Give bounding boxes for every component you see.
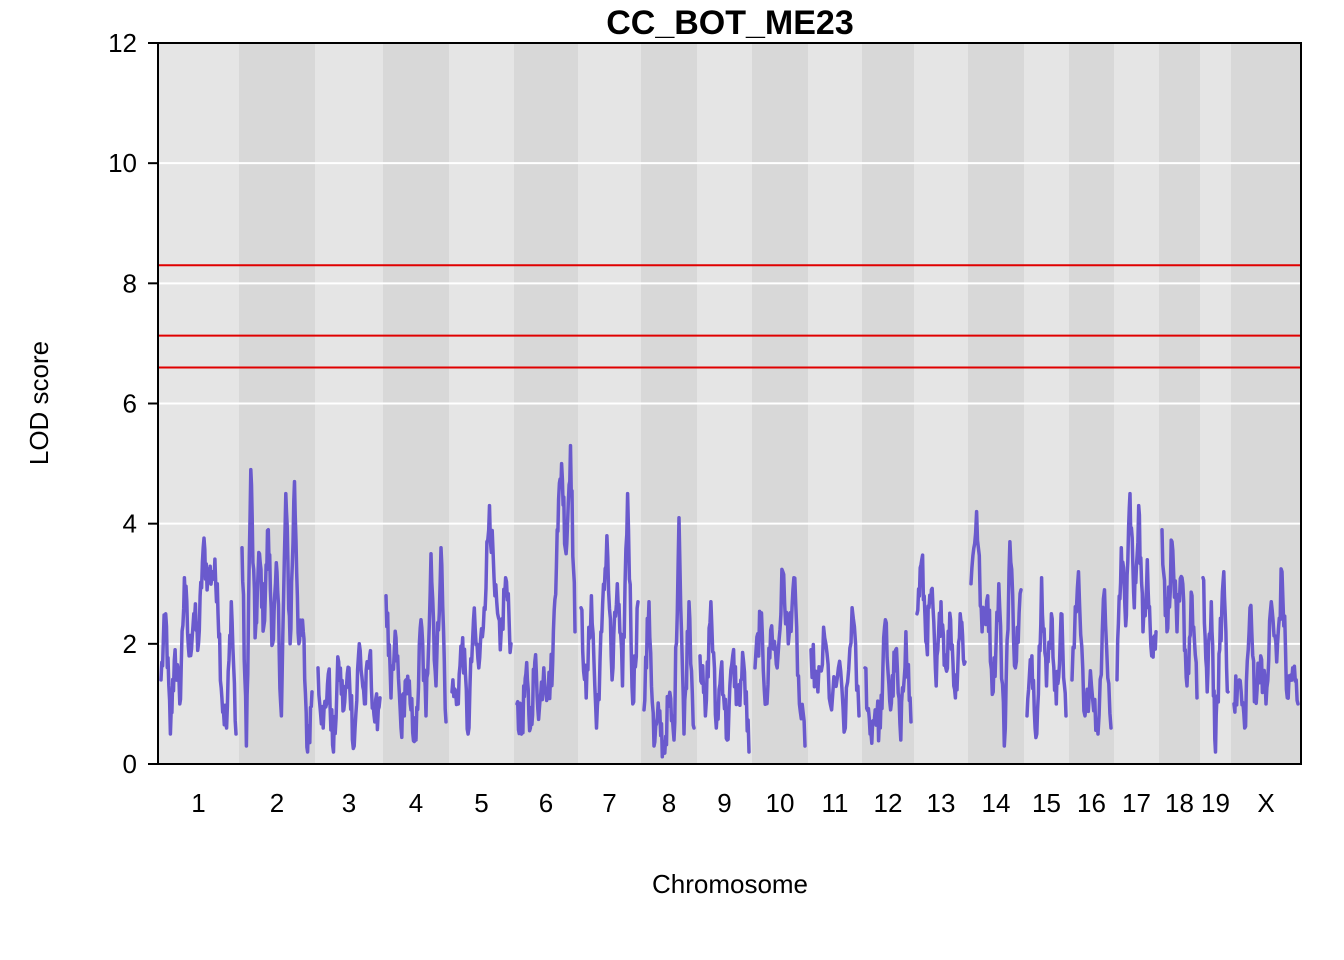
lod-line-chr-14 xyxy=(969,509,1023,748)
x-tick-label: 6 xyxy=(539,788,553,818)
x-tick-label: 1 xyxy=(191,788,205,818)
x-tick-label: 2 xyxy=(270,788,284,818)
y-tick-label: 4 xyxy=(123,509,137,539)
x-tick-label: 11 xyxy=(822,788,849,818)
y-tick-label: 8 xyxy=(123,268,137,298)
lod-line-chr-2 xyxy=(240,467,314,754)
x-tick-label: 19 xyxy=(1201,788,1230,818)
lod-line-chr-16 xyxy=(1070,569,1113,736)
lod-line-chr-6 xyxy=(515,443,577,736)
lod-line-chr-13 xyxy=(915,553,967,700)
x-tick-label: 5 xyxy=(474,788,488,818)
threshold-lines xyxy=(158,264,1301,369)
y-tick-label: 6 xyxy=(123,389,137,419)
x-tick-label: 10 xyxy=(766,788,795,818)
grid-lines xyxy=(158,162,1301,645)
y-tick-label: 10 xyxy=(108,148,137,178)
chart-title: CC_BOT_ME23 xyxy=(606,4,854,42)
x-tick-label: 15 xyxy=(1032,788,1061,818)
x-tick-label: 17 xyxy=(1122,788,1151,818)
x-tick-label: 18 xyxy=(1165,788,1194,818)
lod-line-chr-17 xyxy=(1115,491,1158,682)
x-tick-label: 8 xyxy=(662,788,676,818)
lod-line-chr-3 xyxy=(316,642,382,754)
x-tick-label: 4 xyxy=(409,788,423,818)
lod-line-chr-5 xyxy=(450,503,513,736)
lod-line-chr-15 xyxy=(1025,575,1068,740)
lod-series xyxy=(159,443,1300,759)
x-tick-label: 7 xyxy=(602,788,616,818)
lod-line-chr-10 xyxy=(753,567,807,748)
x-tick-label: X xyxy=(1257,788,1274,818)
lod-line-chr-19 xyxy=(1201,569,1230,754)
lod-line-chr-12 xyxy=(863,618,913,745)
y-tick-label: 0 xyxy=(123,749,137,779)
x-tick-label: 3 xyxy=(342,788,356,818)
y-axis: 0 2 4 6 8 10 12 xyxy=(108,28,158,779)
lod-line-chr-18 xyxy=(1160,527,1199,700)
x-tick-label: 9 xyxy=(717,788,731,818)
x-tick-label: 12 xyxy=(874,788,903,818)
y-tick-label: 2 xyxy=(123,629,137,659)
y-tick-label: 12 xyxy=(108,28,137,58)
lod-line-chr-8 xyxy=(642,515,696,759)
lod-line-chr-1 xyxy=(159,536,238,736)
lod-line-chr-9 xyxy=(698,600,751,754)
x-tick-label: 13 xyxy=(927,788,956,818)
lod-line-chr-11 xyxy=(809,606,861,734)
x-axis: 1 2 3 4 5 6 7 8 9 10 11 12 13 14 15 16 17 18 19 X xyxy=(191,788,1274,818)
y-axis-label: LOD score xyxy=(24,341,54,465)
x-tick-label: 14 xyxy=(982,788,1011,818)
lod-line-chr-4 xyxy=(384,545,448,744)
lod-line-chr-X xyxy=(1232,567,1300,730)
x-tick-label: 16 xyxy=(1077,788,1106,818)
x-axis-label: Chromosome xyxy=(652,869,808,899)
lod-line-chr-7 xyxy=(579,491,640,730)
